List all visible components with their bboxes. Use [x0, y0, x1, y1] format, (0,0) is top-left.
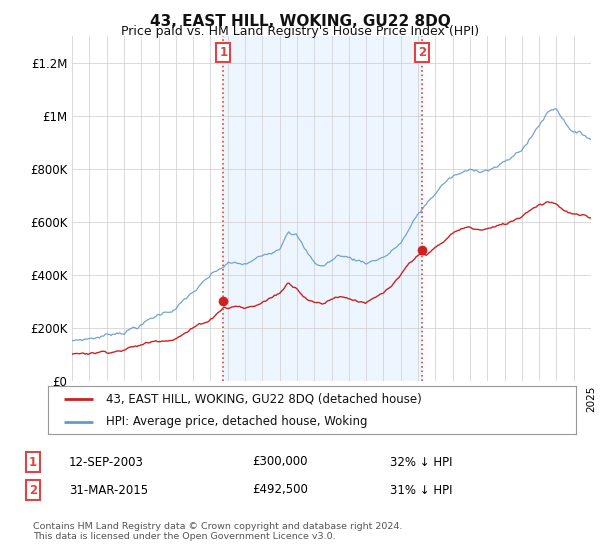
Text: 31% ↓ HPI: 31% ↓ HPI	[390, 483, 452, 497]
Text: 32% ↓ HPI: 32% ↓ HPI	[390, 455, 452, 469]
Text: Contains HM Land Registry data © Crown copyright and database right 2024.
This d: Contains HM Land Registry data © Crown c…	[33, 522, 403, 542]
Text: 2: 2	[29, 483, 37, 497]
Text: £300,000: £300,000	[252, 455, 308, 469]
Text: Price paid vs. HM Land Registry's House Price Index (HPI): Price paid vs. HM Land Registry's House …	[121, 25, 479, 38]
Text: 1: 1	[29, 455, 37, 469]
Bar	[223, 36, 422, 381]
Text: 31-MAR-2015: 31-MAR-2015	[69, 483, 148, 497]
Text: 43, EAST HILL, WOKING, GU22 8DQ: 43, EAST HILL, WOKING, GU22 8DQ	[149, 14, 451, 29]
Text: 1: 1	[220, 46, 227, 59]
Text: 12-SEP-2003: 12-SEP-2003	[69, 455, 144, 469]
Text: 43, EAST HILL, WOKING, GU22 8DQ (detached house): 43, EAST HILL, WOKING, GU22 8DQ (detache…	[106, 392, 422, 405]
Text: HPI: Average price, detached house, Woking: HPI: Average price, detached house, Woki…	[106, 415, 368, 428]
Text: £492,500: £492,500	[252, 483, 308, 497]
Text: 2: 2	[418, 46, 427, 59]
